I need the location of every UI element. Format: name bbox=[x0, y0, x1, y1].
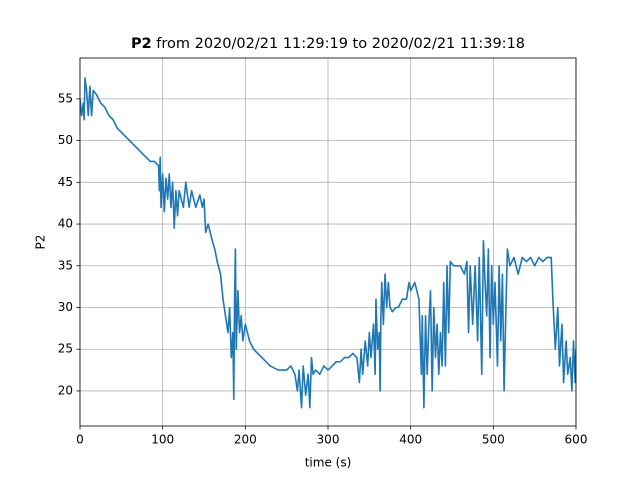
title-text: from 2020/02/21 11:29:19 to 2020/02/21 1… bbox=[156, 36, 525, 52]
x-tick-label: 600 bbox=[565, 433, 588, 447]
x-tick-label: 400 bbox=[399, 433, 422, 447]
x-axis-label: time (s) bbox=[305, 456, 352, 470]
y-tick-label: 25 bbox=[58, 342, 73, 356]
y-tick-label: 50 bbox=[58, 133, 73, 147]
y-tick-label: 35 bbox=[58, 258, 73, 272]
y-tick-label: 40 bbox=[58, 217, 73, 231]
axes-frame bbox=[79, 57, 577, 427]
chart-title: P2 from 2020/02/21 11:29:19 to 2020/02/2… bbox=[131, 36, 525, 52]
y-tick-label: 45 bbox=[58, 175, 73, 189]
x-tick-label: 100 bbox=[151, 433, 174, 447]
data-line bbox=[80, 77, 576, 409]
title-name: P2 bbox=[131, 36, 152, 52]
x-tick-label: 500 bbox=[482, 433, 505, 447]
x-tick-label: 0 bbox=[76, 433, 84, 447]
x-tick-label: 200 bbox=[234, 433, 257, 447]
y-tick-label: 20 bbox=[58, 383, 73, 397]
y-tick-label: 30 bbox=[58, 300, 73, 314]
y-tick-label: 55 bbox=[58, 91, 73, 105]
y-axis-label: P2 bbox=[34, 235, 48, 250]
x-tick-label: 300 bbox=[317, 433, 340, 447]
